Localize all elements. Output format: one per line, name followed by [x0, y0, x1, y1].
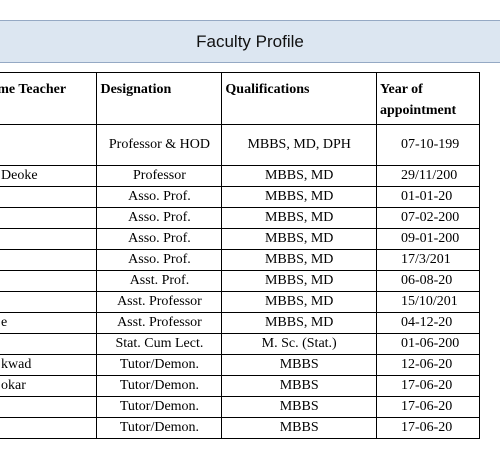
table-row: Tutor/Demon. MBBS 17-06-20: [0, 417, 481, 439]
table-cell: Asso. Prof.: [96, 186, 223, 208]
table-row: kwad Tutor/Demon. MBBS 12-06-20: [0, 354, 481, 376]
table-cell: Asst. Professor: [96, 291, 223, 313]
table-cell: 01-01-20: [375, 186, 481, 208]
table-cell: MBBS: [221, 375, 377, 397]
table-cell: 17-06-20: [375, 375, 481, 397]
table-cell: Stat. Cum Lect.: [96, 333, 223, 355]
table-cell: e: [0, 312, 98, 334]
table-cell: [0, 270, 98, 292]
table-cell: Tutor/Demon.: [96, 417, 223, 439]
table-cell: MBBS, MD, DPH: [221, 124, 377, 166]
table-cell: kwad: [0, 354, 98, 376]
table-row: Tutor/Demon. MBBS 17-06-20: [0, 396, 481, 418]
table-row: okar Tutor/Demon. MBBS 17-06-20: [0, 375, 481, 397]
table-cell: Asst. Professor: [96, 312, 223, 334]
table-cell: Asso. Prof.: [96, 228, 223, 250]
table-cell: MBBS: [221, 396, 377, 418]
table-row: Asst. Prof. MBBS, MD 06-08-20: [0, 270, 481, 292]
table-cell: 29/11/200: [375, 165, 481, 187]
table-cell: [0, 291, 98, 313]
table-cell: [0, 249, 98, 271]
table-cell: Deoke: [0, 165, 98, 187]
table-cell: 17-06-20: [375, 396, 481, 418]
table-cell: MBBS, MD: [221, 291, 377, 313]
table-cell: [0, 333, 98, 355]
table-row: Stat. Cum Lect. M. Sc. (Stat.) 01-06-200: [0, 333, 481, 355]
table-cell: [0, 228, 98, 250]
table-cell: MBBS, MD: [221, 270, 377, 292]
table-cell: MBBS, MD: [221, 312, 377, 334]
header-row: -time TeacherDesignationQualificationsYe…: [0, 72, 481, 125]
table-cell: MBBS: [221, 417, 377, 439]
faculty-table: -time TeacherDesignationQualificationsYe…: [0, 72, 481, 439]
table-cell: Asst. Prof.: [96, 270, 223, 292]
table-cell: Tutor/Demon.: [96, 396, 223, 418]
table-cell: MBBS, MD: [221, 186, 377, 208]
table-wrap: -time TeacherDesignationQualificationsYe…: [0, 72, 500, 463]
table-row: Asso. Prof. MBBS, MD 01-01-20: [0, 186, 481, 208]
table-cell: MBBS, MD: [221, 207, 377, 229]
table-cell: [0, 186, 98, 208]
table-cell: 17/3/201: [375, 249, 481, 271]
table-cell: MBBS, MD: [221, 228, 377, 250]
table-cell: 12-06-20: [375, 354, 481, 376]
table-row: e Asst. Professor MBBS, MD 04-12-20: [0, 312, 481, 334]
table-cell: Tutor/Demon.: [96, 354, 223, 376]
table-cell: Asso. Prof.: [96, 207, 223, 229]
table-row: Asst. Professor MBBS, MD 15/10/201: [0, 291, 481, 313]
table-row: Asso. Prof. MBBS, MD 07-02-200: [0, 207, 481, 229]
table-cell: M. Sc. (Stat.): [221, 333, 377, 355]
table-cell: [0, 207, 98, 229]
table-cell: okar: [0, 375, 98, 397]
table-cell: 17-06-20: [375, 417, 481, 439]
table-cell: 04-12-20: [375, 312, 481, 334]
table-cell: 07-02-200: [375, 207, 481, 229]
column-header: Qualifications: [221, 72, 377, 125]
table-body: Professor & HOD MBBS, MD, DPH 07-10-199 Deo…: [0, 124, 481, 439]
table-cell: MBBS, MD: [221, 165, 377, 187]
column-header: Designation: [96, 72, 223, 125]
table-cell: [0, 417, 98, 439]
table-cell: [0, 396, 98, 418]
table-cell: Asso. Prof.: [96, 249, 223, 271]
table-row: Professor & HOD MBBS, MD, DPH 07-10-199: [0, 124, 481, 166]
table-cell: [0, 124, 98, 166]
table-row: Asso. Prof. MBBS, MD 17/3/201: [0, 249, 481, 271]
table-row: Deoke Professor MBBS, MD 29/11/200: [0, 165, 481, 187]
table-cell: 06-08-20: [375, 270, 481, 292]
table-cell: Professor & HOD: [96, 124, 223, 166]
table-cell: 01-06-200: [375, 333, 481, 355]
column-header: Year of appointment: [375, 72, 481, 125]
table-cell: 09-01-200: [375, 228, 481, 250]
table-cell: MBBS: [221, 354, 377, 376]
table-cell: MBBS, MD: [221, 249, 377, 271]
table-cell: Tutor/Demon.: [96, 375, 223, 397]
title-bar: Faculty Profile: [0, 20, 500, 63]
table-cell: 15/10/201: [375, 291, 481, 313]
table-cell: Professor: [96, 165, 223, 187]
table-cell: 07-10-199: [375, 124, 481, 166]
table-row: Asso. Prof. MBBS, MD 09-01-200: [0, 228, 481, 250]
column-header: -time Teacher: [0, 72, 98, 125]
